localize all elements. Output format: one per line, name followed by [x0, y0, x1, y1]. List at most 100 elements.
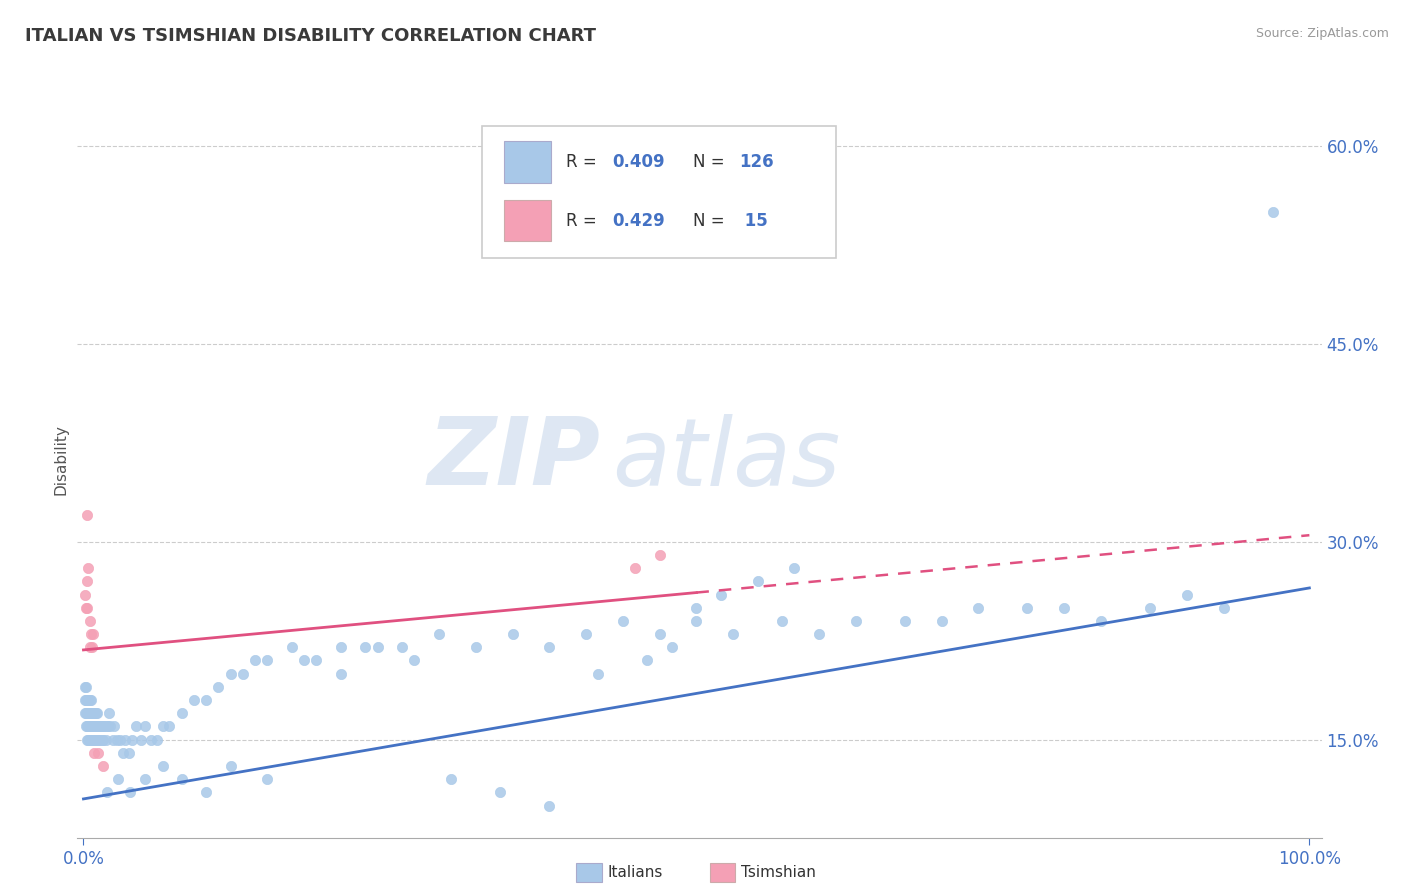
- Point: [292, 653, 315, 667]
- Text: Source: ZipAtlas.com: Source: ZipAtlas.com: [1256, 27, 1389, 40]
- Point: [967, 600, 990, 615]
- Point: [76, 574, 98, 589]
- Point: [89, 719, 111, 733]
- Point: [721, 627, 744, 641]
- Point: [894, 614, 917, 628]
- FancyBboxPatch shape: [482, 126, 837, 259]
- Point: [91, 732, 114, 747]
- Point: [747, 574, 769, 589]
- Point: [111, 746, 134, 760]
- Text: N =: N =: [693, 153, 730, 171]
- Point: [354, 640, 377, 655]
- Point: [183, 693, 205, 707]
- Point: [87, 732, 110, 747]
- Text: R =: R =: [567, 153, 602, 171]
- Point: [134, 719, 156, 733]
- Point: [86, 719, 108, 733]
- Point: [648, 627, 671, 641]
- Point: [82, 706, 104, 721]
- Point: [83, 706, 105, 721]
- Point: [219, 759, 242, 773]
- Point: [1212, 600, 1234, 615]
- Point: [90, 719, 112, 733]
- Point: [170, 706, 193, 721]
- Bar: [505, 141, 551, 183]
- Point: [76, 706, 98, 721]
- Point: [329, 666, 352, 681]
- Point: [77, 732, 100, 747]
- Point: [76, 693, 98, 707]
- Point: [121, 732, 143, 747]
- Point: [845, 614, 868, 628]
- Point: [76, 508, 98, 523]
- Point: [75, 706, 97, 721]
- Point: [80, 706, 103, 721]
- Text: 0.429: 0.429: [613, 211, 665, 229]
- Text: ITALIAN VS TSIMSHIAN DISABILITY CORRELATION CHART: ITALIAN VS TSIMSHIAN DISABILITY CORRELAT…: [25, 27, 596, 45]
- Text: N =: N =: [693, 211, 730, 229]
- Point: [152, 759, 174, 773]
- Point: [96, 785, 118, 799]
- Point: [152, 719, 174, 733]
- Point: [77, 706, 100, 721]
- Point: [87, 746, 110, 760]
- Point: [588, 666, 610, 681]
- Point: [82, 719, 104, 733]
- Point: [89, 732, 111, 747]
- Point: [100, 719, 122, 733]
- Point: [648, 548, 671, 562]
- Point: [931, 614, 953, 628]
- Y-axis label: Disability: Disability: [53, 424, 69, 495]
- Point: [685, 614, 707, 628]
- Point: [83, 746, 105, 760]
- Point: [685, 600, 707, 615]
- Text: Tsimshian: Tsimshian: [741, 865, 815, 880]
- Point: [80, 719, 103, 733]
- Point: [404, 653, 426, 667]
- Point: [101, 732, 124, 747]
- Point: [83, 732, 105, 747]
- Text: atlas: atlas: [613, 414, 841, 505]
- Point: [1053, 600, 1076, 615]
- Point: [75, 600, 97, 615]
- Point: [80, 706, 103, 721]
- Bar: [505, 200, 551, 242]
- Point: [710, 588, 733, 602]
- Point: [207, 680, 229, 694]
- Text: 0.409: 0.409: [613, 153, 665, 171]
- Point: [464, 640, 486, 655]
- Point: [73, 680, 96, 694]
- Point: [80, 640, 103, 655]
- Point: [125, 719, 148, 733]
- Point: [440, 772, 463, 786]
- Point: [76, 719, 98, 733]
- Point: [170, 772, 193, 786]
- Point: [1261, 205, 1284, 219]
- Point: [82, 732, 104, 747]
- Point: [80, 627, 103, 641]
- Point: [76, 600, 98, 615]
- Point: [808, 627, 831, 641]
- Point: [105, 732, 128, 747]
- Point: [624, 561, 647, 575]
- Point: [1139, 600, 1161, 615]
- Point: [157, 719, 180, 733]
- Point: [489, 785, 512, 799]
- Point: [195, 693, 218, 707]
- Point: [139, 732, 162, 747]
- Point: [281, 640, 304, 655]
- Text: 15: 15: [740, 211, 768, 229]
- Point: [80, 719, 103, 733]
- Point: [129, 732, 152, 747]
- Point: [73, 706, 96, 721]
- Point: [79, 693, 101, 707]
- Point: [80, 732, 103, 747]
- Point: [80, 706, 103, 721]
- Point: [1090, 614, 1112, 628]
- Point: [770, 614, 793, 628]
- Point: [232, 666, 254, 681]
- Point: [783, 561, 806, 575]
- Point: [90, 719, 112, 733]
- Point: [195, 785, 218, 799]
- Point: [103, 719, 125, 733]
